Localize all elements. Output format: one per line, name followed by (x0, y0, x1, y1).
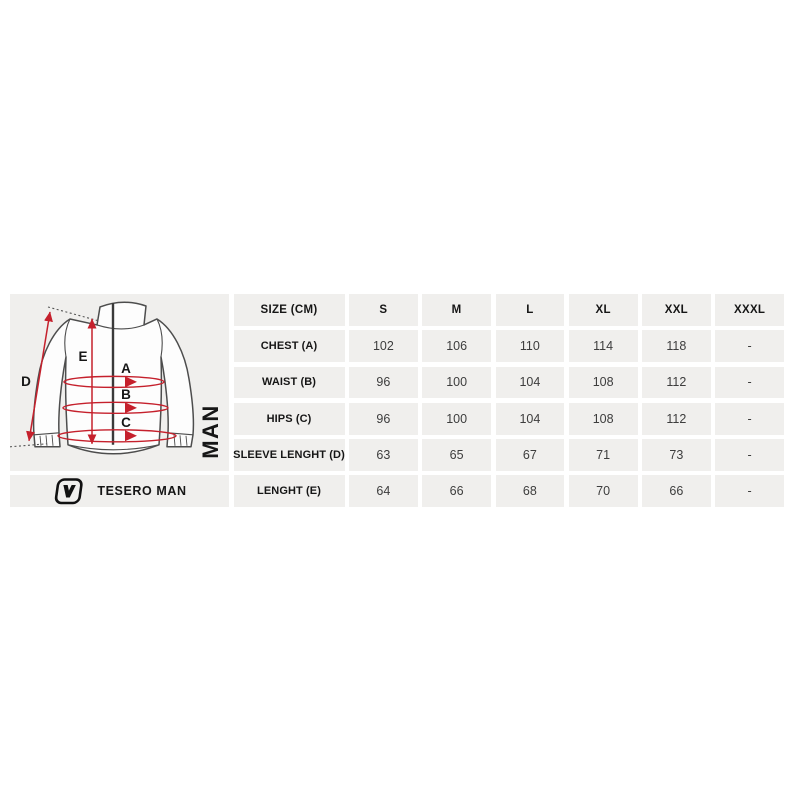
girth-arrowheads (125, 376, 137, 442)
row-label-length: LENGHT (E) (233, 475, 345, 507)
measure-label-sleeve: D (21, 374, 31, 389)
value-cell: 100 (422, 366, 491, 399)
measure-ellipse-waist (62, 401, 169, 415)
header-cell-xxxl: XXXL (715, 294, 784, 326)
value-cell: 67 (495, 439, 565, 471)
jacket-measurement-diagram: A B C D E MAN (10, 301, 223, 459)
row-label-sleeve: SLEEVE LENGHT (D) (233, 439, 345, 471)
value-cell: 104 (495, 402, 565, 435)
jacket-diagram-panel: A B C D E MAN (10, 294, 229, 471)
value-cell: 66 (422, 475, 491, 507)
value-cell: 96 (349, 366, 418, 399)
measure-ellipse-chest (63, 375, 165, 389)
cuff-dotted-line (10, 443, 48, 448)
row-label-waist: WAIST (B) (233, 366, 345, 399)
measure-label-hips: C (121, 415, 131, 430)
header-cell-m: M (422, 294, 491, 326)
value-cell: 73 (642, 439, 711, 471)
measure-label-waist: B (121, 387, 131, 402)
value-cell: 65 (422, 439, 491, 471)
brand-panel: TESERO MAN (10, 475, 229, 507)
size-chart-content: A B C D E MAN TESERO MAN (10, 294, 784, 507)
row-label-hips: HIPS (C) (233, 402, 345, 435)
brand-label: TESERO MAN (97, 484, 187, 499)
row-label-chest: CHEST (A) (233, 330, 345, 362)
measure-ellipse-hips (57, 429, 177, 443)
header-cell-xl: XL (568, 294, 638, 326)
measure-arrow-sleeve (26, 311, 53, 442)
value-cell: 102 (349, 330, 418, 362)
value-cell: 106 (422, 330, 491, 362)
value-cell: - (715, 439, 784, 471)
value-cell: 66 (642, 475, 711, 507)
value-cell: 112 (642, 402, 711, 435)
value-cell: 64 (349, 475, 418, 507)
value-cell: - (715, 330, 784, 362)
measure-label-length: E (78, 349, 87, 364)
gender-side-label: MAN (198, 404, 223, 458)
value-cell: 118 (642, 330, 711, 362)
value-cell: 96 (349, 402, 418, 435)
value-cell: - (715, 475, 784, 507)
diagram-column: A B C D E MAN TESERO MAN (10, 294, 229, 507)
value-cell: - (715, 366, 784, 399)
value-cell: - (715, 402, 784, 435)
value-cell: 63 (349, 439, 418, 471)
size-table: SIZE (CM) S M L XL XXL XXXL CHEST (A) 10… (233, 294, 784, 507)
value-cell: 104 (495, 366, 565, 399)
value-cell: 110 (495, 330, 565, 362)
shoulder-dotted-line (47, 306, 100, 322)
value-cell: 100 (422, 402, 491, 435)
header-cell-s: S (349, 294, 418, 326)
header-cell-l: L (495, 294, 565, 326)
v-badge-icon (55, 477, 84, 504)
value-cell: 68 (495, 475, 565, 507)
header-cell-size: SIZE (CM) (233, 294, 345, 326)
value-cell: 112 (642, 366, 711, 399)
value-cell: 71 (568, 439, 638, 471)
measure-label-chest: A (121, 361, 131, 376)
value-cell: 114 (568, 330, 638, 362)
value-cell: 70 (568, 475, 638, 507)
value-cell: 108 (568, 366, 638, 399)
header-cell-xxl: XXL (642, 294, 711, 326)
value-cell: 108 (568, 402, 638, 435)
